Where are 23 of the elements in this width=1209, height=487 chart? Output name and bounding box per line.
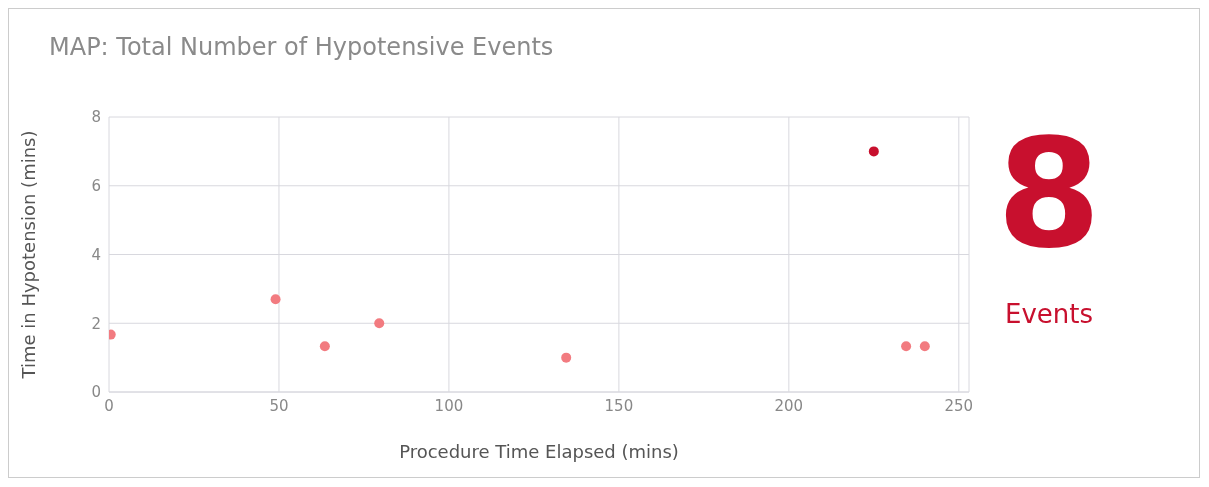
y-tick-label: 4	[91, 245, 101, 264]
point	[868, 146, 879, 157]
chart-title: MAP: Total Number of Hypotensive Events	[49, 33, 554, 61]
point	[270, 294, 281, 305]
x-tick-label: 50	[269, 396, 289, 415]
x-tick-label: 100	[434, 396, 464, 415]
text: 8	[995, 107, 1103, 281]
y-axis-title: Time in Hypotension (mins)	[18, 130, 40, 380]
text: Events	[1004, 299, 1094, 329]
y-tick-label: 8	[91, 108, 101, 127]
y-tick-label: 0	[91, 383, 101, 402]
point	[901, 341, 912, 352]
y-tick-label: 6	[91, 177, 101, 196]
y-tick-label: 2	[91, 314, 101, 333]
point	[561, 352, 572, 363]
x-tick-label: 150	[604, 396, 634, 415]
point	[919, 341, 930, 352]
x-axis-title: Procedure Time Elapsed (mins)	[399, 441, 679, 462]
x-tick-label: 0	[104, 396, 114, 415]
x-tick-label: 200	[774, 396, 804, 415]
point	[374, 318, 385, 329]
x-tick-label: 250	[944, 396, 974, 415]
point	[319, 341, 330, 352]
